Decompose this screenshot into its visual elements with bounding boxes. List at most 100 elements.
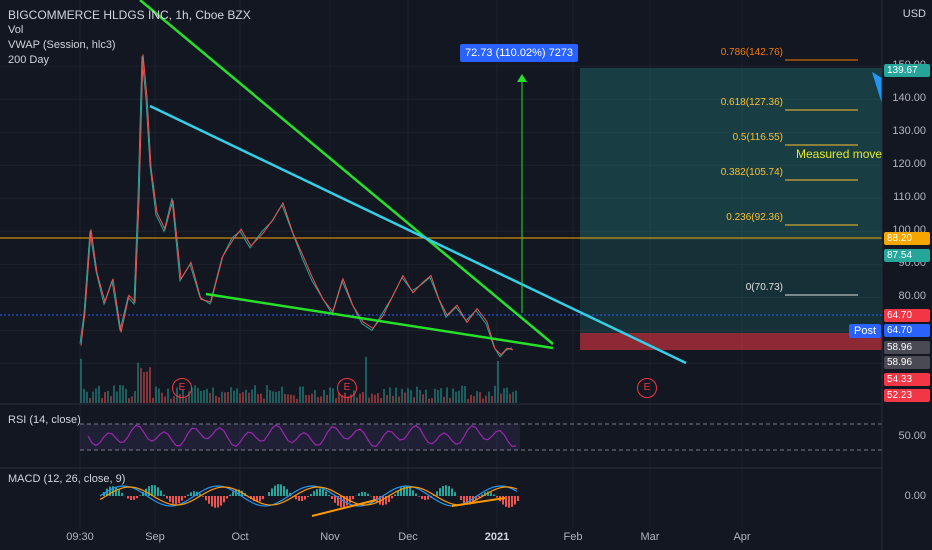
macd-bar [382,496,384,506]
macd-bar [502,496,504,505]
earnings-marker[interactable]: E [172,378,192,398]
macd-bar [310,494,312,496]
volume-bar [254,385,256,403]
volume-bar [389,387,391,403]
volume-bar [251,389,253,403]
macd-bar [328,494,330,496]
volume-bar [281,386,283,403]
volume-bar [368,397,370,403]
macd-bar [364,492,366,496]
macd-bar [358,493,360,496]
volume-bar [290,394,292,403]
volume-bar [398,396,400,403]
macd-bar [337,496,339,506]
volume-bar [95,388,97,403]
volume-bar [341,395,343,403]
volume-bar [257,394,259,403]
y-tick-label: 140.00 [892,92,926,105]
volume-bar [509,393,511,403]
volume-bar [203,390,205,403]
volume-bar [134,391,136,403]
macd-bar [220,496,222,506]
volume-bar [158,388,160,403]
x-tick-label: Mar [640,531,660,543]
volume-bar [221,391,223,403]
volume-bar [392,395,394,403]
macd-bar [421,496,423,499]
rsi-band [80,424,520,450]
indicator-vwap[interactable]: VWAP (Session, hlc3) [8,39,116,51]
volume-bar [167,388,169,403]
price-tag: 88.20 [884,232,930,245]
volume-bar [395,387,397,403]
macd-bar [163,494,165,496]
earnings-marker[interactable]: E [337,378,357,398]
volume-bar [146,371,148,403]
volume-bar [233,390,235,403]
indicator-vol[interactable]: Vol [8,24,24,36]
macd-bar [130,496,132,500]
volume-bar [200,390,202,403]
macd-bar [514,496,516,505]
volume-bar [173,396,175,403]
price-tag: 64.70 [884,324,930,337]
earnings-marker[interactable]: E [637,378,657,398]
volume-bar [278,391,280,403]
macd-bar [481,494,483,496]
macd-bar [313,491,315,496]
macd-bar [184,496,186,498]
volume-bar [482,398,484,403]
rsi-label[interactable]: RSI (14, close) [8,414,81,426]
volume-bar [332,388,334,403]
macd-bar [151,484,153,496]
volume-bar [305,394,307,403]
volume-bar [491,396,493,403]
price-series-red [80,54,514,356]
wedge-upper-line [139,0,554,345]
volume-bar [428,398,430,403]
macd-bar [400,487,402,496]
price-tag: 64.70 [884,309,930,322]
macd-label[interactable]: MACD (12, 26, close, 9) [8,473,126,485]
macd-bar [325,491,327,496]
x-tick-label: Sep [145,531,165,543]
chart-title[interactable]: BIGCOMMERCE HLDGS INC, 1h, Cboe BZX [8,8,251,22]
volume-bar [326,395,328,403]
volume-bar [170,398,172,403]
volume-bar [86,391,88,403]
macd-bar [166,496,168,499]
volume-bar [362,392,364,403]
price-tag: 54.33 [884,373,930,386]
volume-bar [503,388,505,403]
volume-bar [317,397,319,403]
volume-bar [437,390,439,403]
volume-bar [263,398,265,403]
macd-bar [436,491,438,496]
volume-bar [419,389,421,403]
volume-bar [302,386,304,403]
volume-bar [347,396,349,403]
macd-bar [391,496,393,499]
volume-bar [338,392,340,403]
macd-bar [511,496,513,507]
indicator-200day[interactable]: 200 Day [8,54,49,66]
target-arrow [872,72,882,104]
macd-bar [136,496,138,499]
volume-bar [314,390,316,403]
volume-bar [464,386,466,403]
macd-bar [118,489,120,496]
x-tick-label: Nov [320,531,340,543]
volume-bar [515,390,517,403]
macd-bar [322,489,324,496]
stop-zone [580,333,882,350]
macd-bar [394,494,396,496]
entry-zone [580,240,882,333]
macd-bar [175,496,177,505]
measure-arrow-head [517,74,527,82]
volume-bar [269,390,271,403]
macd-bar [466,496,468,505]
volume-bar [497,361,499,403]
fib-label: 0.5(116.55) [732,132,783,143]
volume-bar [107,390,109,403]
